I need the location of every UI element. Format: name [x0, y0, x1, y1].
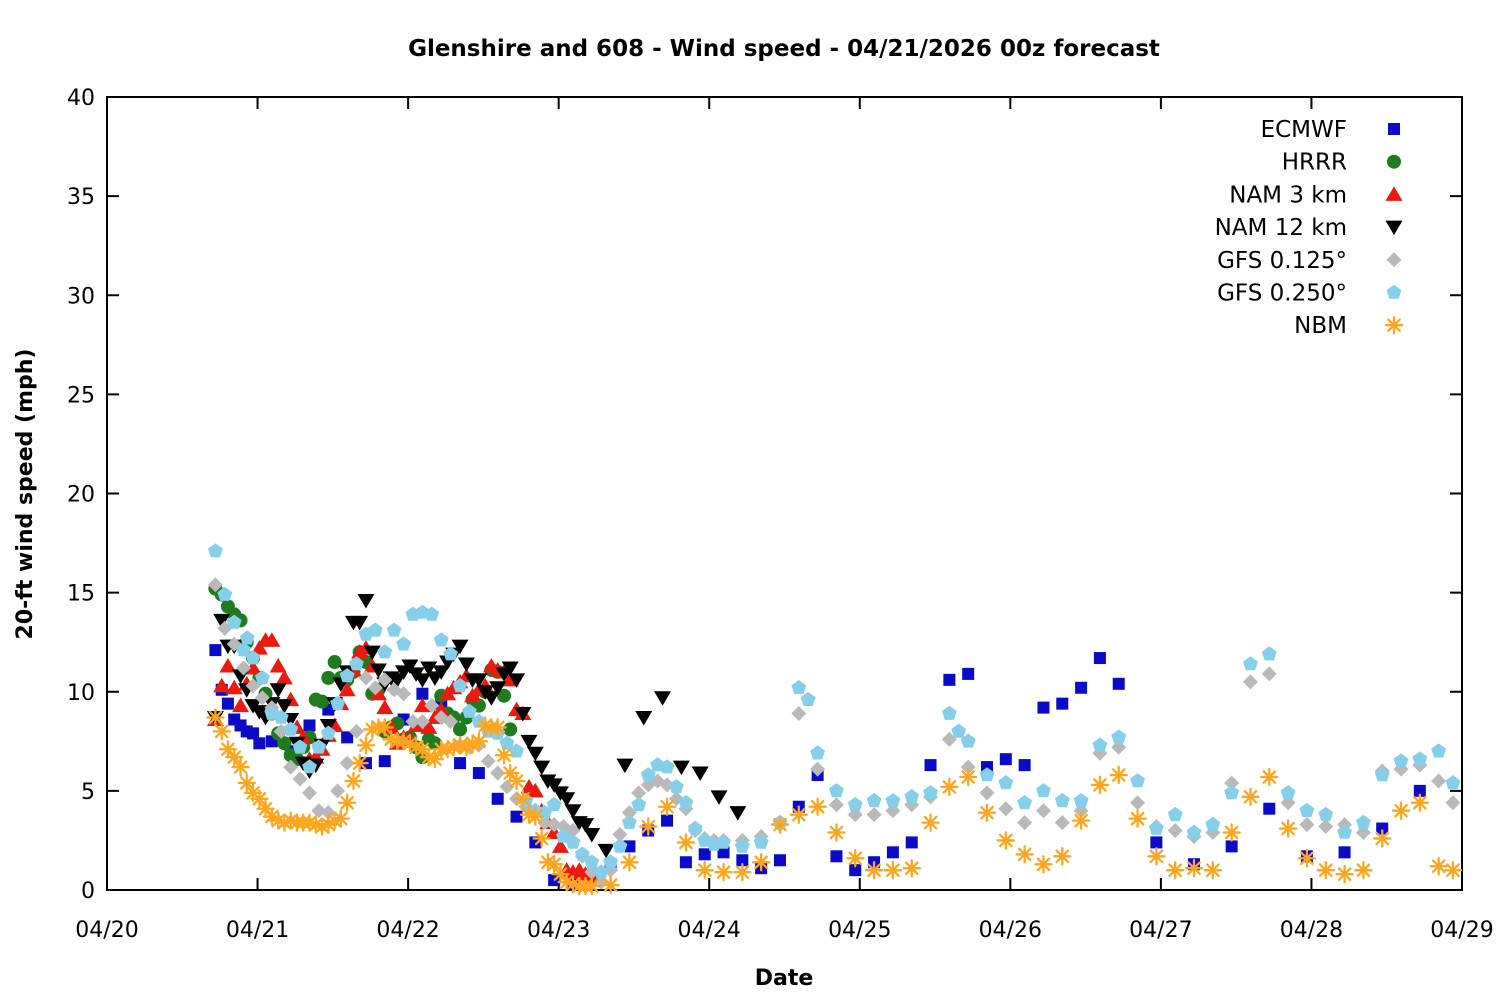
legend: ECMWF HRRR NAM 3 km NAM 12 km GFS 0.125° GFS …: [1215, 117, 1404, 339]
legend-entry-nbm: NBM: [1294, 313, 1404, 339]
y-tick-label: 25: [67, 383, 95, 408]
x-tick-label: 04/25: [828, 918, 891, 943]
series-gfs-0-125-: [207, 577, 1461, 890]
y-tick-label: 5: [81, 780, 95, 805]
series-gfs-0-250-: [208, 543, 1461, 879]
y-tick-label: 20: [67, 483, 95, 508]
chart-title: Glenshire and 608 - Wind speed - 04/21/2…: [408, 36, 1160, 62]
legend-entry-nam-3-km: NAM 3 km: [1229, 182, 1403, 208]
legend-marker-asterisk-icon: [1384, 316, 1404, 335]
y-axis-label: 20-ft wind speed (mph): [13, 349, 38, 640]
legend-marker-triangle-up-icon: [1385, 186, 1403, 201]
legend-label: NAM 12 km: [1215, 215, 1347, 241]
legend-label: GFS 0.125°: [1217, 248, 1347, 274]
y-tick-label: 35: [67, 185, 95, 210]
legend-entry-nam-12-km: NAM 12 km: [1215, 215, 1403, 241]
x-tick-label: 04/29: [1430, 918, 1493, 943]
y-tick-label: 40: [67, 86, 95, 111]
x-tick-label: 04/27: [1129, 918, 1192, 943]
legend-label: ECMWF: [1261, 117, 1347, 143]
legend-marker-triangle-down-icon: [1385, 220, 1403, 236]
x-tick-label: 04/24: [678, 918, 741, 943]
legend-entry-gfs-0-125-: GFS 0.125°: [1217, 248, 1402, 274]
x-tick-label: 04/26: [979, 918, 1042, 943]
legend-marker-square-icon: [1388, 123, 1400, 135]
legend-entry-hrrr: HRRR: [1282, 150, 1401, 176]
legend-label: NBM: [1294, 313, 1347, 339]
y-tick-label: 15: [67, 582, 95, 607]
legend-label: NAM 3 km: [1229, 182, 1347, 208]
legend-entry-gfs-0-250-: GFS 0.250°: [1217, 281, 1402, 307]
series-nbm: [206, 708, 1463, 896]
x-tick-label: 04/28: [1280, 918, 1343, 943]
x-tick-label: 04/23: [527, 918, 590, 943]
legend-marker-pentagon-icon: [1386, 284, 1402, 299]
y-tick-label: 30: [67, 284, 95, 309]
axis-ticks: [106, 96, 1463, 891]
legend-marker-diamond-icon: [1386, 252, 1402, 268]
y-tick-label: 0: [81, 879, 95, 904]
axis-tick-labels: 04/20 04/21 04/22 04/23 04/24 04/25 04/26 04/27…: [67, 86, 1494, 943]
x-tick-label: 04/20: [75, 918, 138, 943]
y-tick-label: 10: [67, 681, 95, 706]
legend-marker-circle-icon: [1387, 154, 1401, 169]
legend-label: HRRR: [1282, 150, 1347, 176]
x-tick-label: 04/21: [226, 918, 289, 943]
x-tick-label: 04/22: [376, 918, 439, 943]
x-axis-label: Date: [755, 966, 814, 991]
legend-label: GFS 0.250°: [1217, 281, 1347, 307]
legend-entry-ecmwf: ECMWF: [1261, 117, 1400, 143]
data-points-layer: [206, 543, 1463, 896]
